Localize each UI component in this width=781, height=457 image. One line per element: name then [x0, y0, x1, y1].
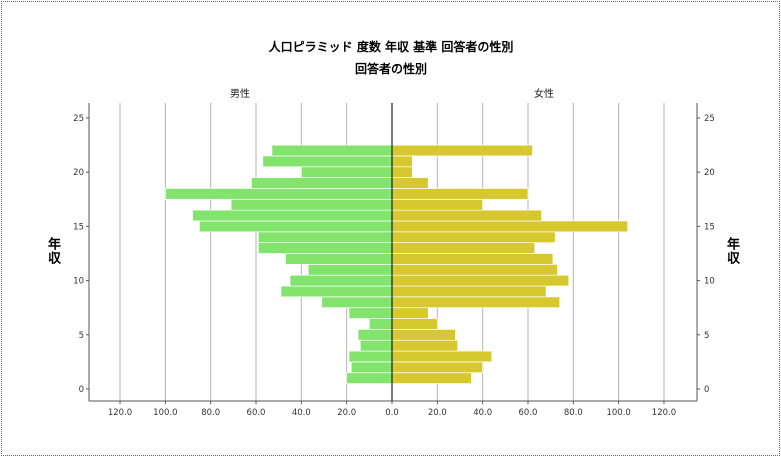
bar-male-19	[251, 177, 393, 189]
bar-male-1	[346, 372, 393, 384]
bar-female-7	[391, 307, 429, 319]
bar-male-13	[257, 242, 393, 254]
y-tick-label-left: 0	[79, 385, 84, 395]
x-tick-label: 0.0	[385, 408, 399, 418]
y-tick-label-right: 20	[704, 168, 715, 178]
bar-male-9	[280, 285, 393, 298]
chart-subtitle: 回答者の性別	[355, 61, 427, 76]
bar-male-10	[289, 274, 393, 287]
left-y-tick-labels: 0 5 10 15 20 25	[73, 114, 89, 395]
bar-female-20	[391, 166, 413, 178]
x-tick-label: 120.0	[652, 408, 676, 418]
bar-female-13	[391, 242, 536, 254]
x-tick-label: 80.0	[564, 408, 583, 418]
bar-male-8	[321, 296, 393, 309]
male-bars	[165, 144, 393, 384]
axes	[88, 103, 698, 402]
bar-female-12	[391, 253, 554, 265]
bar-female-10	[391, 274, 570, 287]
bar-male-16	[192, 209, 393, 222]
bar-female-16	[391, 209, 542, 222]
y-tick-label-right: 15	[704, 222, 715, 232]
bar-female-6	[391, 318, 438, 330]
chart-title: 人口ピラミッド 度数 年収 基準 回答者の性別	[269, 39, 514, 54]
x-tick-label: 20.0	[337, 408, 356, 418]
y-tick-label-left: 5	[79, 331, 84, 341]
x-tick-label: 20.0	[428, 408, 447, 418]
y-tick-label-left: 20	[73, 168, 84, 178]
y-axis-label-left: 年収	[45, 237, 60, 265]
right-y-tick-labels: 0 5 10 15 20 25	[697, 114, 715, 395]
bar-female-21	[391, 155, 413, 168]
x-tick-label: 100.0	[153, 408, 177, 418]
y-tick-label-left: 10	[73, 277, 84, 287]
bar-female-2	[391, 361, 484, 374]
panel-label-male: 男性	[230, 87, 250, 100]
bar-female-11	[391, 263, 558, 276]
bar-female-17	[391, 198, 484, 211]
bar-female-15	[391, 220, 629, 233]
bar-male-17	[230, 198, 393, 211]
bar-male-2	[350, 361, 393, 374]
bar-female-8	[391, 296, 561, 309]
bar-female-4	[391, 339, 459, 352]
bar-male-4	[359, 339, 393, 352]
panel-label-female: 女性	[534, 87, 554, 100]
bar-female-5	[391, 329, 456, 341]
bar-female-19	[391, 177, 429, 189]
x-tick-label: 120.0	[108, 408, 132, 418]
x-tick-label: 60.0	[519, 408, 538, 418]
bar-male-12	[285, 253, 393, 265]
bar-female-14	[391, 231, 556, 244]
female-bars	[391, 144, 629, 384]
y-tick-label-left: 15	[73, 222, 84, 232]
y-tick-label-right: 10	[704, 277, 715, 287]
bar-male-5	[357, 329, 393, 341]
bar-female-22	[391, 144, 533, 157]
bar-female-3	[391, 350, 493, 363]
x-tick-label: 40.0	[292, 408, 311, 418]
x-tick-labels: 120.0 100.0 80.0 60.0 40.0 20.0 0.0 20.0 40.0 60.…	[108, 401, 676, 418]
bar-female-18	[391, 188, 529, 200]
x-tick-label: 100.0	[606, 408, 630, 418]
bar-male-11	[307, 263, 393, 276]
x-tick-label: 40.0	[473, 408, 492, 418]
bar-male-20	[300, 166, 393, 178]
bar-male-7	[348, 307, 393, 319]
bar-female-1	[391, 372, 472, 384]
bar-female-9	[391, 285, 547, 298]
bar-male-18	[165, 188, 393, 200]
bar-male-21	[262, 155, 393, 168]
bar-male-22	[271, 144, 393, 157]
y-tick-label-right: 25	[704, 114, 715, 124]
bar-male-6	[368, 318, 393, 330]
bar-male-3	[348, 350, 393, 363]
x-tick-label: 80.0	[201, 408, 220, 418]
y-tick-label-left: 25	[73, 114, 84, 124]
y-tick-label-right: 0	[704, 385, 709, 395]
x-tick-label: 60.0	[247, 408, 266, 418]
bar-male-14	[257, 231, 393, 244]
bar-male-15	[198, 220, 393, 233]
y-axis-label-right: 年収	[724, 237, 739, 265]
y-tick-label-right: 5	[704, 331, 709, 341]
